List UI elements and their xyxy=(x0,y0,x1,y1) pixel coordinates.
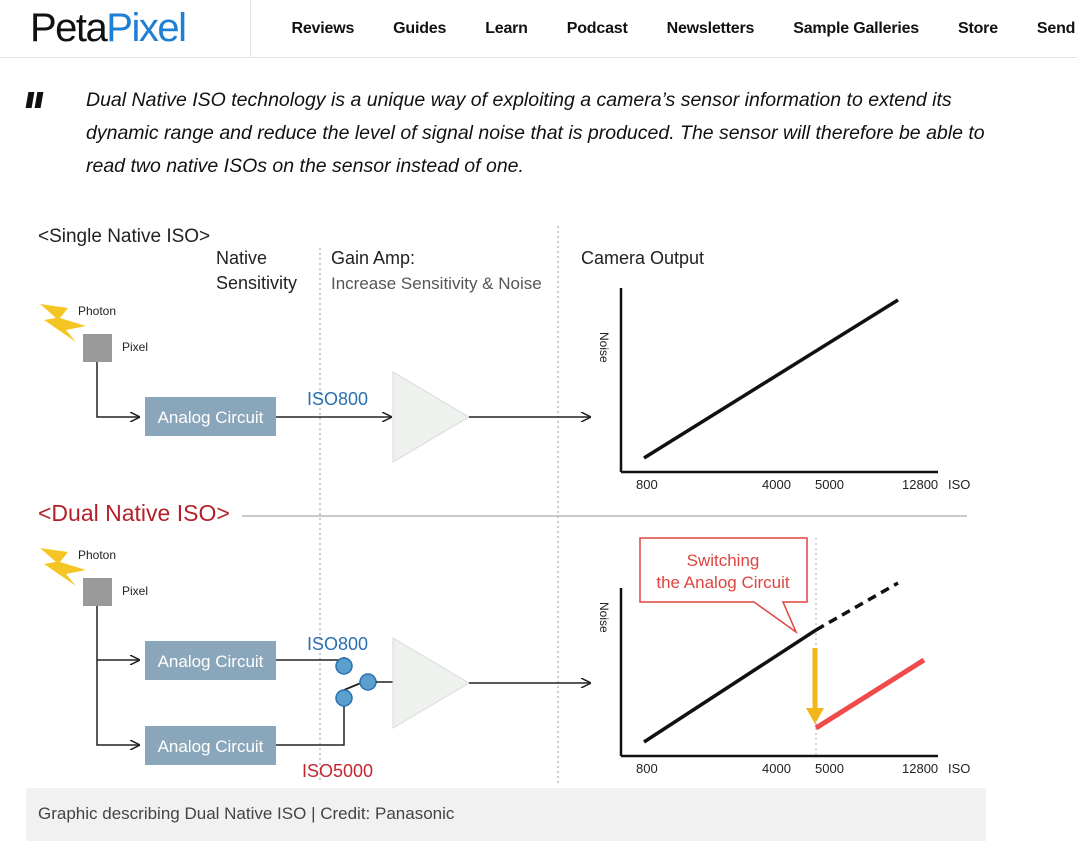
main-nav: Reviews Guides Learn Podcast Newsletters… xyxy=(272,0,1077,58)
circuit1-to-switch-wire xyxy=(276,657,345,661)
dual-native-iso-title: <Dual Native ISO> xyxy=(38,500,230,526)
native-sensitivity-line2: Sensitivity xyxy=(216,273,297,293)
blockquote-text: Dual Native ISO technology is a unique w… xyxy=(86,89,985,177)
pixel-square xyxy=(83,334,112,362)
pixel-square xyxy=(83,578,112,606)
analog-circuit-label: Analog Circuit xyxy=(158,737,264,756)
switch-contact-iso5000 xyxy=(335,689,353,707)
iso5000-label: ISO5000 xyxy=(302,761,373,781)
figure-caption: Graphic describing Dual Native ISO | Cre… xyxy=(26,788,986,841)
gain-amp-subtitle: Increase Sensitivity & Noise xyxy=(331,274,542,293)
dual-tick-12800: 12800 xyxy=(902,761,938,776)
nav-sample-galleries[interactable]: Sample Galleries xyxy=(793,20,919,37)
site-header: PetaPixel Reviews Guides Learn Podcast N… xyxy=(0,0,1077,58)
switch-contact-iso800 xyxy=(335,657,353,675)
single-tick-4000: 4000 xyxy=(762,477,791,492)
circuit2-to-switch-wire xyxy=(276,706,345,746)
nav-reviews[interactable]: Reviews xyxy=(291,20,355,37)
single-chart-noise-label: Noise xyxy=(597,332,611,363)
switch-output-node xyxy=(359,673,377,691)
single-tick-800: 800 xyxy=(636,477,658,492)
gain-amp-triangle xyxy=(392,637,470,729)
dual-tick-iso: ISO xyxy=(948,761,970,776)
gain-amp-title: Gain Amp: xyxy=(331,248,415,268)
analog-circuit-box-1 xyxy=(145,641,276,680)
dual-chart-noise-label: Noise xyxy=(597,602,611,633)
dual-low-iso-noise-line xyxy=(643,628,817,744)
single-tick-12800: 12800 xyxy=(902,477,938,492)
callout-line2: the Analog Circuit xyxy=(656,573,790,592)
dual-tick-4000: 4000 xyxy=(762,761,791,776)
single-tick-iso: ISO xyxy=(948,477,970,492)
dual-iso-diagram: <Single Native ISO> Native Sensitivity G… xyxy=(38,226,970,783)
single-noise-line xyxy=(643,298,899,460)
petapixel-logo[interactable]: PetaPixel xyxy=(30,6,187,50)
analog-circuit-label: Analog Circuit xyxy=(158,652,264,671)
pixel-label: Pixel xyxy=(122,340,148,354)
pixel-to-circuit-arrow xyxy=(96,362,139,417)
nav-guides[interactable]: Guides xyxy=(393,20,447,37)
iso800-label: ISO800 xyxy=(307,389,368,409)
camera-output-title: Camera Output xyxy=(581,248,704,268)
figure-caption-text: Graphic describing Dual Native ISO | Cre… xyxy=(38,804,455,823)
photon-lightning-icon xyxy=(40,548,86,586)
pixel-to-circuit2-arrow xyxy=(96,606,139,745)
dual-without-switch-dashed-line xyxy=(815,581,899,632)
logo-text-pixel: Pixel xyxy=(106,6,187,50)
iso800-label: ISO800 xyxy=(307,634,368,654)
photon-lightning-icon xyxy=(40,304,86,342)
quote-mark-icon xyxy=(24,92,46,112)
switching-callout-bubble xyxy=(639,537,808,635)
nav-store[interactable]: Store xyxy=(958,20,998,37)
dual-tick-5000: 5000 xyxy=(815,761,844,776)
analog-circuit-box xyxy=(145,397,276,436)
single-native-iso-title: <Single Native ISO> xyxy=(38,226,210,247)
nav-podcast[interactable]: Podcast xyxy=(566,20,628,37)
logo-text-peta: Peta xyxy=(30,6,108,50)
analog-circuit-box-2 xyxy=(145,726,276,765)
nav-send-tip[interactable]: Send Tip xyxy=(1036,20,1077,37)
nav-newsletters[interactable]: Newsletters xyxy=(666,20,755,37)
pixel-label: Pixel xyxy=(122,584,148,598)
analog-circuit-label: Analog Circuit xyxy=(158,408,264,427)
nav-learn[interactable]: Learn xyxy=(485,20,528,37)
callout-line1: Switching xyxy=(687,551,760,570)
native-sensitivity-line1: Native xyxy=(216,248,267,268)
dual-high-iso-noise-line xyxy=(814,657,926,731)
photon-label: Photon xyxy=(78,548,116,562)
single-tick-5000: 5000 xyxy=(815,477,844,492)
switch-down-arrow-icon xyxy=(806,708,824,724)
photon-label: Photon xyxy=(78,304,116,318)
gain-amp-triangle xyxy=(392,371,470,463)
logo-container: PetaPixel xyxy=(0,0,251,58)
dual-native-iso-figure: <Single Native ISO> Native Sensitivity G… xyxy=(26,208,986,788)
dual-tick-800: 800 xyxy=(636,761,658,776)
